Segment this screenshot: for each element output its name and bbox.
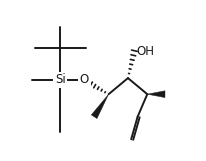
Text: O: O xyxy=(80,73,89,86)
Polygon shape xyxy=(91,94,109,118)
Text: OH: OH xyxy=(136,45,154,58)
Polygon shape xyxy=(147,91,165,98)
Text: Si: Si xyxy=(55,73,66,86)
